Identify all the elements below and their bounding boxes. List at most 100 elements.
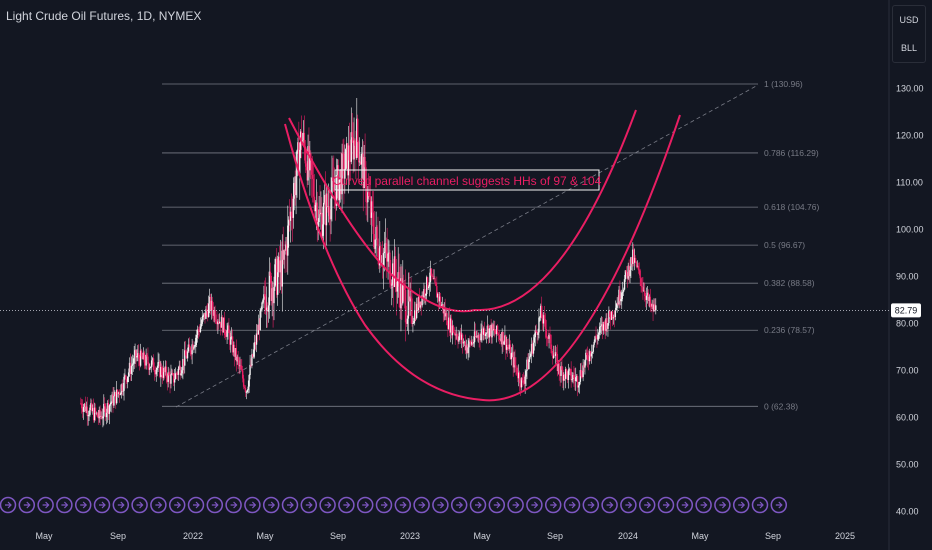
arrow-icon [681, 501, 689, 509]
candle-body [276, 258, 278, 295]
candle-body [584, 360, 586, 368]
channel-lower-curve[interactable] [284, 114, 681, 402]
candle-body [393, 256, 396, 288]
candle-body [127, 372, 130, 377]
candle-body [293, 183, 295, 199]
candle-body [249, 364, 251, 376]
candle-body [265, 307, 268, 311]
candle-body [171, 373, 173, 375]
candle-body [505, 335, 507, 350]
channel-upper-curve[interactable] [288, 109, 637, 313]
candle-body [357, 118, 359, 143]
candle-body [460, 332, 462, 340]
arrow-icon [80, 501, 88, 509]
currency-button[interactable]: USD [899, 15, 919, 25]
candle-body [342, 153, 344, 155]
candle-body [364, 156, 366, 168]
candle-body [237, 356, 239, 361]
candle-body [122, 390, 124, 392]
candle-body [604, 324, 606, 331]
candle-body [253, 349, 255, 357]
dashed-trend-line[interactable] [175, 84, 759, 408]
candle-body [288, 219, 291, 221]
annotation-box[interactable] [334, 169, 600, 191]
candle-body [347, 145, 350, 176]
candle-body [155, 369, 157, 375]
candle-body [581, 376, 583, 378]
candle-body [554, 352, 557, 356]
candle-body [408, 289, 410, 302]
candle-body [334, 191, 337, 206]
candle-body [416, 303, 419, 311]
unit-button[interactable]: BLL [900, 43, 917, 53]
candle-body [229, 332, 231, 345]
price-tick-label: 130.00 [896, 84, 924, 94]
candle-body [275, 258, 277, 265]
candle-body [592, 344, 594, 352]
candle-body [234, 348, 237, 357]
candle-body [208, 296, 211, 304]
candle-body [107, 403, 110, 414]
candle-body [345, 143, 348, 150]
candle-body [406, 318, 409, 324]
candle-body [633, 257, 636, 263]
candle-body [292, 198, 295, 218]
candle-body [600, 324, 603, 327]
candle-body [547, 337, 549, 339]
candle-body [173, 373, 175, 383]
candle-body [365, 167, 367, 202]
candle-body [429, 268, 432, 283]
event-markers[interactable] [0, 496, 788, 514]
candle-body [514, 357, 516, 366]
candle-body [552, 353, 554, 358]
candle-body [629, 270, 631, 277]
arrow-icon [117, 501, 125, 509]
candle-body [586, 352, 588, 356]
candle-body [485, 333, 488, 334]
candle-body [596, 337, 598, 340]
last-price: 82.79 [0, 303, 921, 318]
candle-body [603, 321, 605, 325]
fib-level-label: 0.786 (116.29) [764, 148, 819, 158]
time-axis[interactable]: May Sep 2022 May Sep 2023 May Sep 2024 May Sep 2025 [35, 531, 855, 541]
candle-body [85, 406, 88, 412]
candle-body [548, 334, 550, 339]
candle-body [307, 146, 309, 181]
fib-level-label: 0.618 (104.76) [764, 202, 819, 212]
text-annotation[interactable]: Curved parallel channel suggests HHs of … [333, 169, 602, 191]
candle-body [558, 363, 560, 374]
candle-body [191, 344, 193, 355]
candle-body [383, 251, 386, 254]
trend-line[interactable] [175, 84, 759, 408]
candle-body [214, 310, 216, 320]
candle-body [435, 282, 437, 286]
candle-body [165, 366, 168, 378]
curved-channel[interactable] [284, 109, 681, 402]
candle-body [264, 294, 266, 297]
arrow-icon [644, 501, 652, 509]
arrow-icon [99, 501, 106, 509]
candle-body [332, 177, 334, 182]
candle-body [183, 358, 185, 366]
arrow-icon [136, 501, 144, 509]
candle-body [198, 330, 201, 333]
arrow-icon [343, 501, 351, 509]
candle-body [86, 406, 88, 416]
candle-body [474, 331, 477, 338]
candle-body [564, 369, 567, 379]
price-axis[interactable]: 130.00 120.00 110.00 100.00 90.00 80.00 70.00 6… [896, 84, 924, 517]
candle-body [483, 328, 485, 335]
candle-body [109, 404, 111, 406]
fibonacci-retracement[interactable]: 1 (130.96) 0.786 (116.29) 0.618 (104.76) 0.… [162, 79, 819, 411]
candle-body [154, 371, 157, 375]
candle-body [595, 336, 597, 338]
candle-body [168, 372, 170, 376]
candle-body [439, 296, 442, 306]
time-tick-label: Sep [110, 531, 126, 541]
candle-body [562, 369, 564, 381]
candle-body [312, 178, 315, 197]
candle-body [363, 156, 365, 189]
price-tick-label: 90.00 [896, 272, 919, 282]
